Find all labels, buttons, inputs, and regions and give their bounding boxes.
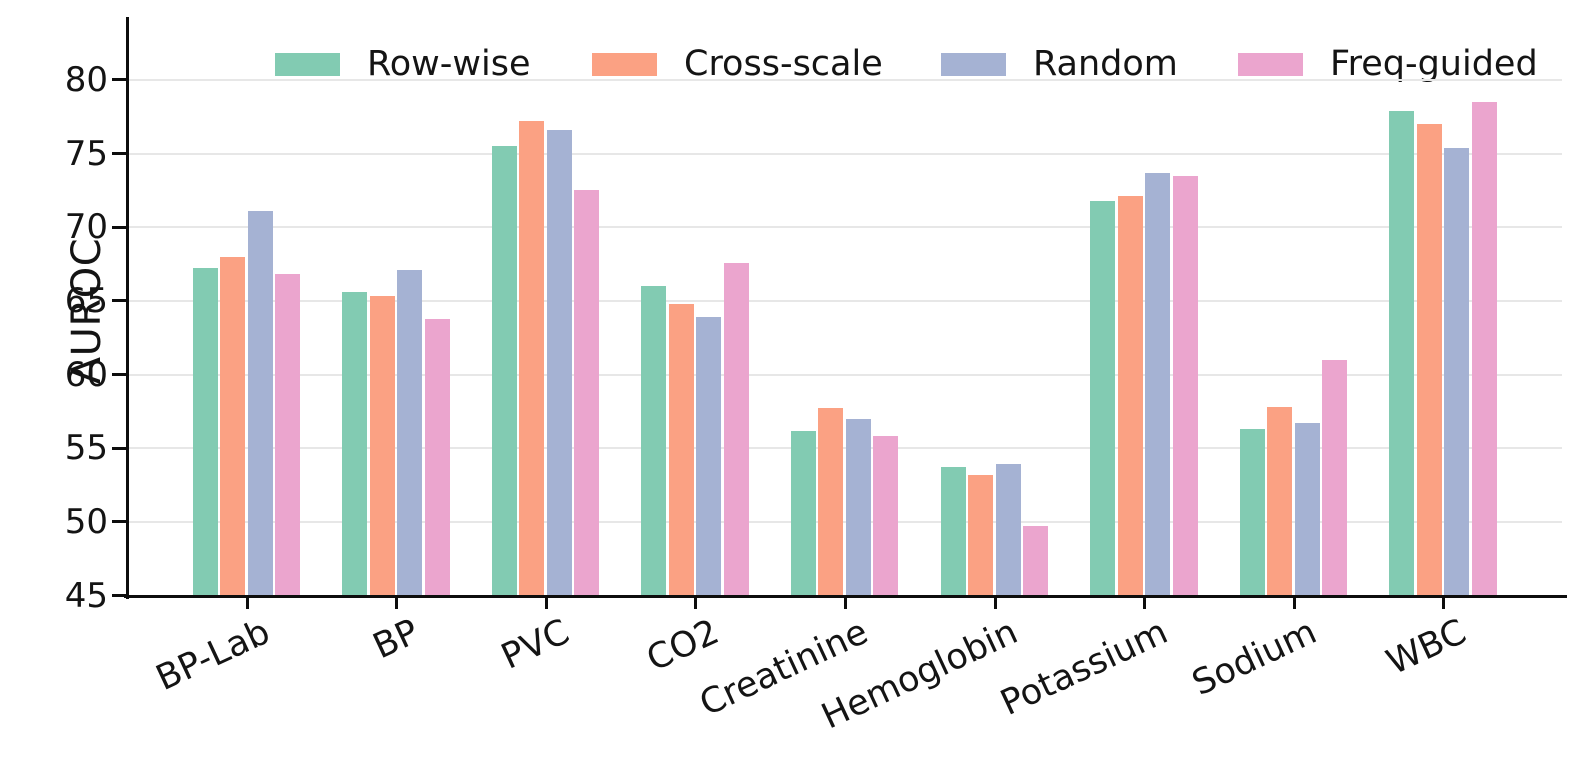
bar: [1267, 406, 1293, 596]
y-tick-label: 65: [64, 280, 108, 321]
x-tick-mark: [1442, 597, 1446, 609]
bar: [1294, 423, 1320, 596]
y-tick-label: 45: [64, 575, 108, 616]
y-gridline: [127, 78, 1562, 81]
bar: [1322, 359, 1348, 596]
y-tick-mark: [111, 520, 126, 524]
x-tick-label: WBC: [1381, 611, 1473, 683]
bar: [723, 262, 749, 596]
legend-swatch-4: [1238, 52, 1303, 76]
y-gridline: [127, 520, 1562, 523]
bar: [818, 408, 844, 596]
bar: [1023, 526, 1048, 596]
legend-swatch-1: [275, 52, 340, 76]
x-tick-mark: [544, 597, 548, 609]
y-gridline: [127, 447, 1562, 450]
bar: [1471, 102, 1497, 596]
legend-swatch-3: [941, 52, 1006, 76]
legend-item: Random: [941, 44, 1178, 84]
y-gridline: [127, 373, 1562, 376]
bar: [1416, 124, 1442, 596]
x-tick-mark: [1143, 597, 1147, 609]
y-tick-label: 80: [64, 59, 108, 100]
bar: [369, 296, 395, 596]
bar: [574, 190, 600, 596]
bar: [275, 274, 300, 596]
x-tick-label: Potassium: [994, 611, 1174, 724]
bar: [995, 464, 1021, 596]
legend-label: Freq-guided: [1330, 44, 1538, 84]
bar: [192, 268, 218, 596]
bar: [1444, 147, 1470, 596]
x-tick-mark: [395, 597, 399, 609]
x-tick-label: CO2: [640, 611, 725, 680]
y-tick-label: 55: [64, 428, 108, 469]
x-tick-label: BP: [367, 611, 426, 667]
y-tick-label: 75: [64, 133, 108, 174]
bar: [1145, 172, 1171, 596]
y-tick-mark: [111, 299, 126, 303]
y-tick-label: 50: [64, 501, 108, 542]
y-tick-label: 60: [64, 354, 108, 395]
bar: [1117, 196, 1143, 596]
legend-label: Random: [1033, 44, 1178, 84]
y-tick-mark: [111, 78, 126, 82]
legend-swatch-2: [592, 52, 657, 76]
bar: [1239, 429, 1265, 596]
y-tick-mark: [111, 373, 126, 377]
bar: [491, 146, 517, 596]
legend-label: Row-wise: [367, 44, 531, 84]
bar: [220, 256, 245, 596]
y-tick-mark: [111, 446, 126, 450]
y-tick-mark: [111, 225, 126, 229]
bar: [546, 130, 572, 596]
x-tick-label: BP-Lab: [150, 611, 276, 699]
bar: [968, 474, 993, 596]
bar: [1090, 200, 1116, 596]
legend: Row-wise Cross-scale Random Freq-guided: [0, 0, 1580, 100]
bar: [1389, 110, 1415, 596]
bar: [790, 430, 816, 596]
y-axis-spine: [125, 17, 129, 599]
bar: [519, 121, 545, 596]
bar: [696, 317, 722, 596]
x-tick-label: PVC: [495, 611, 576, 678]
bar: [641, 286, 667, 596]
x-tick-mark: [1292, 597, 1296, 609]
bar: [247, 211, 273, 596]
bar: [845, 418, 871, 596]
bar: [342, 292, 368, 596]
y-tick-label: 70: [64, 207, 108, 248]
legend-item: Row-wise: [275, 44, 531, 84]
bar: [424, 318, 450, 596]
bar: [940, 467, 966, 596]
legend-item: Freq-guided: [1238, 44, 1538, 84]
bar: [1172, 175, 1198, 596]
x-axis-spine: [124, 594, 1567, 598]
x-tick-mark: [245, 597, 249, 609]
x-tick-label: Sodium: [1186, 611, 1324, 704]
legend-label: Cross-scale: [684, 44, 883, 84]
bar: [873, 436, 899, 596]
y-gridline: [127, 152, 1562, 155]
y-tick-mark: [111, 152, 126, 156]
y-gridline: [127, 226, 1562, 229]
y-gridline: [127, 299, 1562, 302]
bar: [397, 269, 423, 596]
x-tick-mark: [993, 597, 997, 609]
x-tick-mark: [843, 597, 847, 609]
y-tick-mark: [111, 594, 126, 597]
x-tick-mark: [694, 597, 698, 609]
legend-item: Cross-scale: [592, 44, 883, 84]
bar: [668, 303, 694, 596]
